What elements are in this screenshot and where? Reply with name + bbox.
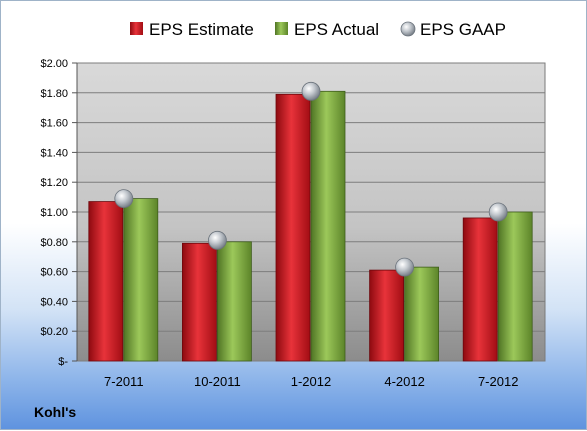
legend-label: EPS Actual xyxy=(294,20,379,39)
company-label: Kohl's xyxy=(34,404,76,420)
y-tick-label: $1.40 xyxy=(40,147,68,159)
x-axis: 7-2011 10-2011 1-2012 4-2012 7-2012 xyxy=(104,374,518,389)
x-category-label: 7-2012 xyxy=(478,374,518,389)
y-tick-label: $1.00 xyxy=(40,207,68,219)
eps-gaap-marker xyxy=(207,230,227,250)
legend: EPS Estimate EPS Actual EPS GAAP xyxy=(130,20,506,39)
eps-estimate-bar xyxy=(462,217,498,362)
y-tick-label: $1.80 xyxy=(40,88,68,100)
x-category-label: 1-2012 xyxy=(291,374,331,389)
legend-label: EPS Estimate xyxy=(149,20,254,39)
eps-estimate-bar xyxy=(181,242,217,362)
x-category-label: 7-2011 xyxy=(104,374,144,389)
x-category-label: 4-2012 xyxy=(384,374,424,389)
y-tick-label: $1.60 xyxy=(40,118,68,130)
y-tick-label: $0.20 xyxy=(40,326,68,338)
eps-estimate-bar xyxy=(88,201,124,362)
eps-actual-bar xyxy=(216,241,252,362)
gaap-markers xyxy=(114,81,508,277)
legend-actual-swatch xyxy=(275,22,288,35)
eps-actual-bar xyxy=(404,266,440,362)
legend-estimate-swatch xyxy=(130,22,143,35)
eps-actual-bar xyxy=(310,90,346,362)
x-category-label: 10-2011 xyxy=(194,374,241,389)
y-tick-label: $2.00 xyxy=(40,58,68,70)
y-tick-label: $1.20 xyxy=(40,177,68,189)
eps-estimate-bar xyxy=(369,269,405,362)
eps-gaap-marker xyxy=(395,257,415,277)
eps-gaap-marker xyxy=(488,202,508,222)
eps-gaap-marker xyxy=(301,81,321,101)
y-tick-label: $0.60 xyxy=(40,267,68,279)
legend-label: EPS GAAP xyxy=(420,20,506,39)
y-axis: $- $0.20 $0.40 $0.60 $0.80 $1.00 $1.20 $1.40 $1.… xyxy=(40,58,78,368)
y-tick-label: $0.80 xyxy=(40,237,68,249)
bars xyxy=(88,90,533,362)
y-tick-label: $- xyxy=(58,356,68,368)
y-tick-label: $0.40 xyxy=(40,296,68,308)
eps-actual-bar xyxy=(497,211,533,362)
legend-gaap-swatch xyxy=(400,21,416,37)
eps-estimate-bar xyxy=(275,93,311,362)
eps-gaap-marker xyxy=(114,189,134,208)
eps-actual-bar xyxy=(123,198,159,362)
